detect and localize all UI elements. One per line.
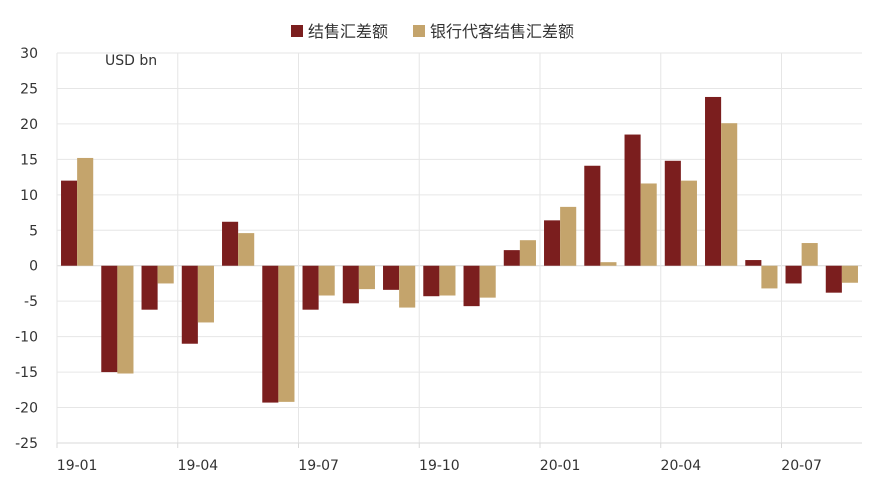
- bar-net-settlement-19-04: [181, 265, 198, 344]
- bar-bank-client-settlement-19-09: [399, 265, 416, 308]
- bar-bank-client-settlement-19-03: [157, 265, 174, 284]
- bar-net-settlement-19-12: [503, 250, 520, 266]
- y-tick-label: 30: [20, 46, 38, 62]
- y-tick-label: 15: [20, 152, 38, 168]
- legend-label-net-settlement: 结售汇差额: [308, 22, 388, 41]
- bar-net-settlement-20-03: [624, 134, 641, 266]
- bars: [61, 96, 858, 403]
- x-tick-label: 20-07: [781, 458, 822, 474]
- legend-swatch-bank-client-settlement: [413, 25, 425, 37]
- bar-net-settlement-20-05: [705, 96, 722, 266]
- unit-label: USD bn: [105, 53, 157, 69]
- y-axis: 30 25 20 15 10 5 0 -5 -10 -15 -20 -25: [15, 46, 58, 452]
- y-tick-label: -25: [15, 436, 38, 452]
- y-tick-label: -5: [24, 294, 38, 310]
- bar-net-settlement-19-05: [222, 221, 239, 266]
- legend-label-bank-client-settlement: 银行代客结售汇差额: [430, 22, 574, 41]
- x-axis: 19-01 19-04 19-07 19-10 20-01 20-04 20-07: [56, 442, 862, 474]
- bar-net-settlement-19-03: [141, 265, 158, 310]
- bar-net-settlement-19-02: [101, 265, 118, 373]
- legend-swatch-net-settlement: [291, 25, 303, 37]
- y-tick-label: 25: [20, 81, 38, 97]
- bar-bank-client-settlement-19-02: [117, 265, 134, 374]
- bar-bank-client-settlement-20-06: [761, 265, 778, 289]
- bar-net-settlement-20-02: [584, 165, 601, 266]
- bar-net-settlement-19-01: [61, 180, 78, 266]
- x-tick-label: 19-04: [178, 458, 219, 474]
- bar-bank-client-settlement-20-07: [801, 243, 818, 266]
- y-tick-label: 20: [20, 117, 38, 133]
- y-tick-label: -15: [15, 365, 38, 381]
- bar-net-settlement-19-07: [302, 265, 319, 310]
- bar-net-settlement-19-09: [383, 265, 400, 290]
- bar-bank-client-settlement-19-10: [439, 265, 456, 296]
- bar-bank-client-settlement-19-01: [77, 157, 94, 266]
- bar-bank-client-settlement-19-06: [278, 265, 295, 402]
- y-tick-label: 10: [20, 188, 38, 204]
- x-tick-label: 19-10: [419, 458, 460, 474]
- bar-net-settlement-20-04: [664, 160, 681, 266]
- legend: 结售汇差额 银行代客结售汇差额: [291, 22, 574, 41]
- x-tick-label: 19-01: [57, 458, 98, 474]
- bar-net-settlement-20-07: [785, 265, 802, 284]
- bar-bank-client-settlement-19-07: [318, 265, 335, 296]
- bar-bank-client-settlement-19-04: [197, 265, 214, 323]
- bar-bank-client-settlement-19-11: [479, 265, 496, 298]
- bar-bank-client-settlement-20-03: [640, 183, 657, 266]
- bar-bank-client-settlement-20-01: [560, 206, 577, 266]
- y-tick-label: -10: [15, 330, 38, 346]
- bar-bank-client-settlement-20-05: [721, 123, 738, 266]
- bar-net-settlement-20-06: [745, 260, 762, 266]
- bar-bank-client-settlement-20-08: [841, 265, 858, 283]
- x-tick-label: 20-01: [540, 458, 581, 474]
- x-tick-label: 20-04: [661, 458, 702, 474]
- bar-bank-client-settlement-20-04: [680, 180, 697, 266]
- y-tick-label: 0: [29, 259, 38, 275]
- bar-net-settlement-19-06: [262, 265, 279, 403]
- bar-net-settlement-19-11: [463, 265, 480, 307]
- bar-net-settlement-20-08: [825, 265, 842, 293]
- bar-net-settlement-20-01: [544, 220, 561, 266]
- bar-bank-client-settlement-19-05: [238, 233, 255, 266]
- bar-net-settlement-19-08: [342, 265, 359, 304]
- bar-bank-client-settlement-19-08: [358, 265, 375, 290]
- gridlines: [56, 52, 862, 444]
- bar-bank-client-settlement-20-02: [600, 262, 617, 266]
- x-tick-label: 19-07: [298, 458, 339, 474]
- bar-net-settlement-19-10: [423, 265, 440, 297]
- bar-bank-client-settlement-19-12: [519, 240, 536, 266]
- y-tick-label: -20: [15, 401, 38, 417]
- y-tick-label: 5: [29, 223, 38, 239]
